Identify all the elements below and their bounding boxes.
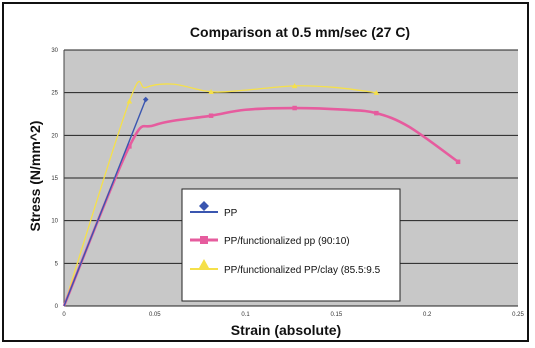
y-tick-label: 15 (51, 176, 58, 182)
y-tick-label: 25 (51, 91, 58, 97)
legend-item: PP/functionalized pp (90:10) (190, 236, 350, 247)
legend-box (181, 188, 401, 302)
legend-label: PP/functionalized pp (90:10) (224, 236, 350, 247)
legend-item: PP/functionalized PP/clay (85.5:9.5 (190, 259, 381, 276)
series-line (63, 80, 377, 307)
data-point (126, 98, 133, 104)
x-tick-label: 0.25 (512, 312, 524, 318)
data-point (292, 105, 297, 111)
legend-swatch-marker (199, 201, 209, 211)
series-3 (63, 80, 380, 307)
x-tick-label: 0.1 (241, 312, 250, 318)
series-1 (63, 96, 149, 307)
y-tick-label: 30 (51, 48, 58, 54)
series-line (63, 99, 147, 307)
chart-title: Comparison at 0.5 mm/sec (27 C) (190, 24, 410, 40)
data-point (291, 83, 298, 89)
x-tick-label: 0 (62, 312, 66, 318)
legend: PP PP/functionalized pp (90:10) PP/functio… (181, 188, 401, 302)
y-tick-label: 5 (55, 261, 59, 267)
data-point (127, 144, 132, 149)
legend-item: PP (190, 201, 238, 219)
y-tick-label: 10 (51, 219, 58, 225)
x-tick-label: 0.2 (423, 312, 432, 318)
data-point (142, 96, 149, 103)
data-point (455, 159, 461, 165)
x-axis-label: Strain (absolute) (231, 322, 341, 338)
y-tick-label: 20 (51, 133, 58, 139)
legend-swatch-marker (199, 259, 209, 268)
legend-label: PP (224, 208, 238, 219)
y-axis-label: Stress (N/mm^2) (27, 121, 43, 232)
series-layer (62, 80, 461, 307)
x-tick-label: 0.05 (149, 312, 161, 318)
x-tick-label: 0.15 (331, 312, 343, 318)
x-axis-ticks: 0 0.05 0.1 0.15 0.2 0.25 (62, 312, 524, 318)
data-point (208, 89, 214, 95)
legend-swatch-marker (200, 236, 208, 244)
data-point (374, 110, 379, 116)
y-axis-ticks: 0 5 10 15 20 25 30 (51, 48, 58, 310)
data-point (373, 89, 380, 95)
series-2 (62, 105, 461, 307)
legend-label: PP/functionalized PP/clay (85.5:9.5 (224, 265, 381, 276)
data-point (208, 113, 214, 118)
y-tick-label: 0 (55, 304, 59, 310)
